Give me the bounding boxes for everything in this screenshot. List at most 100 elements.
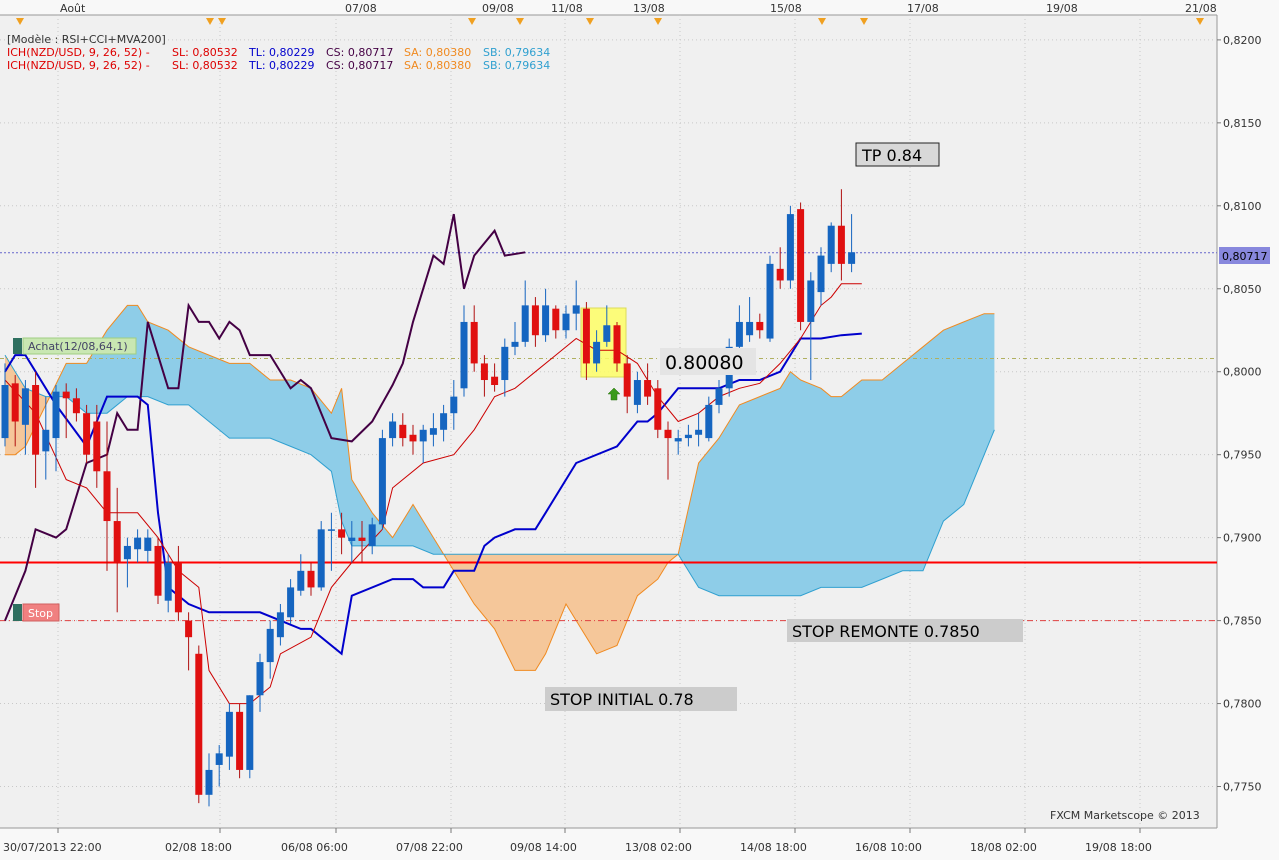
svg-text:SL: 0,80532: SL: 0,80532	[172, 46, 238, 59]
candle-body	[664, 429, 672, 439]
candle[interactable]	[123, 537, 131, 588]
candle-body	[409, 434, 417, 442]
candle[interactable]	[409, 424, 417, 455]
candle[interactable]	[154, 537, 162, 605]
candle[interactable]	[32, 371, 40, 488]
candle[interactable]	[389, 413, 397, 447]
kumo-bullish	[50, 305, 447, 559]
candle[interactable]	[552, 305, 560, 339]
candle[interactable]	[633, 371, 641, 414]
candles[interactable]	[1, 189, 856, 807]
candle[interactable]	[103, 421, 111, 571]
candle[interactable]	[144, 529, 152, 563]
candle[interactable]	[613, 321, 621, 372]
candle[interactable]	[195, 645, 203, 804]
candle[interactable]	[276, 604, 284, 646]
candle[interactable]	[358, 521, 366, 563]
candle[interactable]	[776, 247, 784, 289]
candle[interactable]	[42, 396, 50, 480]
candle[interactable]	[766, 255, 774, 342]
candle[interactable]	[378, 429, 386, 530]
candle[interactable]	[644, 363, 652, 405]
candle[interactable]	[419, 424, 427, 463]
candle[interactable]	[511, 321, 519, 356]
candle[interactable]	[756, 313, 764, 339]
candle[interactable]	[1, 363, 9, 447]
candle[interactable]	[684, 424, 692, 447]
candle[interactable]	[256, 653, 264, 712]
candle[interactable]	[521, 280, 529, 347]
candle[interactable]	[317, 521, 325, 591]
candle[interactable]	[266, 620, 274, 679]
candle[interactable]	[307, 562, 315, 596]
candle[interactable]	[399, 413, 407, 447]
candle[interactable]	[185, 612, 193, 671]
candle[interactable]	[113, 487, 121, 613]
candle[interactable]	[593, 330, 601, 372]
candle[interactable]	[715, 380, 723, 414]
candle[interactable]	[11, 375, 19, 447]
candle[interactable]	[450, 380, 458, 430]
candle[interactable]	[368, 517, 376, 555]
candle[interactable]	[93, 404, 101, 488]
candle-body	[1, 384, 9, 439]
current-price-tag	[1219, 247, 1270, 264]
candle[interactable]	[491, 363, 499, 392]
candle[interactable]	[440, 404, 448, 442]
candle[interactable]	[603, 305, 611, 347]
candle[interactable]	[83, 404, 91, 463]
candle[interactable]	[582, 302, 590, 381]
candle[interactable]	[562, 305, 570, 339]
senkou-span-a-line	[5, 304, 995, 671]
y-tick-label: 0,7750	[1223, 781, 1262, 794]
candle[interactable]	[623, 355, 631, 414]
candle[interactable]	[470, 305, 478, 372]
candle[interactable]	[52, 384, 60, 472]
candle-body	[32, 384, 40, 455]
x-tick-label: 19/08 18:00	[1085, 841, 1152, 854]
kijun-sen-line	[4, 332, 862, 656]
candle[interactable]	[21, 380, 29, 455]
candle-body	[389, 421, 397, 439]
candle[interactable]	[205, 753, 213, 807]
candle[interactable]	[174, 545, 182, 621]
candle[interactable]	[72, 388, 80, 422]
candle[interactable]	[460, 305, 468, 397]
candle[interactable]	[287, 579, 295, 624]
candle[interactable]	[695, 413, 703, 447]
candle-body	[807, 280, 815, 322]
candle[interactable]	[807, 272, 815, 381]
candle[interactable]	[62, 383, 70, 439]
candle[interactable]	[225, 703, 233, 770]
candle-body	[11, 383, 19, 422]
candle[interactable]	[817, 247, 825, 306]
candle[interactable]	[246, 695, 254, 779]
candle[interactable]	[746, 297, 754, 342]
candle[interactable]	[531, 297, 539, 347]
candle[interactable]	[827, 222, 835, 273]
candle[interactable]	[134, 529, 142, 563]
candle[interactable]	[236, 703, 244, 779]
candle-body	[72, 398, 80, 414]
candle[interactable]	[348, 521, 356, 563]
candle[interactable]	[786, 205, 794, 289]
candle[interactable]	[501, 338, 509, 397]
candle[interactable]	[164, 554, 172, 613]
candle[interactable]	[797, 202, 805, 331]
candle[interactable]	[327, 512, 335, 571]
candle[interactable]	[848, 214, 856, 273]
candle[interactable]	[664, 421, 672, 480]
candle[interactable]	[572, 280, 580, 331]
candle[interactable]	[705, 396, 713, 442]
candle[interactable]	[837, 189, 845, 281]
candle[interactable]	[542, 288, 550, 342]
candle[interactable]	[297, 554, 305, 596]
candle[interactable]	[215, 745, 223, 787]
candle[interactable]	[654, 380, 662, 439]
candle[interactable]	[338, 512, 346, 555]
candle[interactable]	[480, 355, 488, 397]
candle[interactable]	[674, 429, 682, 455]
candle[interactable]	[429, 413, 437, 447]
candle[interactable]	[735, 305, 743, 356]
